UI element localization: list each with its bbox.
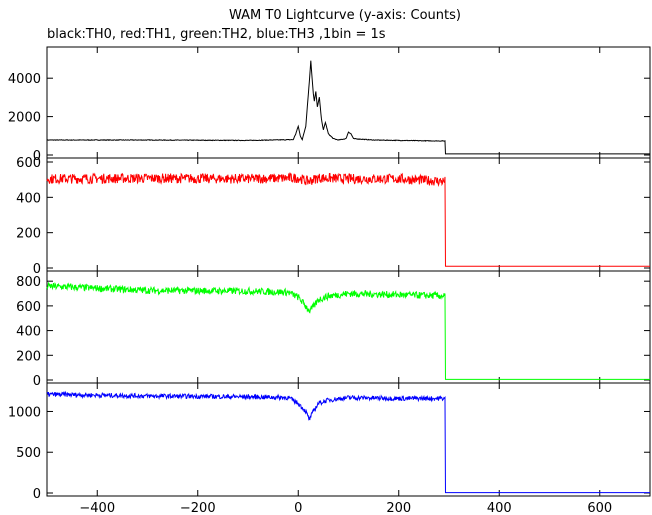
series-line-TH2 bbox=[46, 281, 650, 380]
y-tick-label-TH3: 1000 bbox=[8, 405, 41, 420]
x-tick-label: 400 bbox=[487, 501, 512, 515]
panel-frame-TH0 bbox=[46, 46, 651, 159]
y-tick-label-TH2: 200 bbox=[16, 349, 41, 364]
x-tick-label: 0 bbox=[294, 501, 302, 515]
y-tick-label-TH3: 500 bbox=[16, 446, 41, 461]
y-tick-label-TH1: 200 bbox=[16, 227, 41, 242]
chart-subtitle: black:TH0, red:TH1, green:TH2, blue:TH3 … bbox=[47, 27, 386, 42]
y-tick-label-TH0: 0 bbox=[33, 149, 41, 164]
y-tick-label-TH1: 600 bbox=[16, 156, 41, 171]
chart-title: WAM T0 Lightcurve (y-axis: Counts) bbox=[229, 8, 461, 23]
x-tick-label: 600 bbox=[587, 501, 612, 515]
panel-frame-TH3 bbox=[46, 382, 651, 497]
y-tick-label-TH0: 4000 bbox=[8, 72, 41, 87]
series-line-TH0 bbox=[46, 60, 650, 155]
x-tick-label: −200 bbox=[180, 501, 216, 515]
x-tick-label: 200 bbox=[386, 501, 411, 515]
y-tick-label-TH2: 0 bbox=[33, 374, 41, 389]
y-tick-label-TH3: 0 bbox=[33, 487, 41, 502]
series-line-TH1 bbox=[46, 172, 650, 267]
x-tick-label: −400 bbox=[79, 501, 115, 515]
y-tick-label-TH2: 400 bbox=[16, 325, 41, 340]
y-tick-label-TH2: 600 bbox=[16, 300, 41, 315]
y-tick-label-TH1: 400 bbox=[16, 191, 41, 206]
y-tick-label-TH2: 800 bbox=[16, 275, 41, 290]
y-tick-label-TH0: 2000 bbox=[8, 111, 41, 126]
series-line-TH3 bbox=[46, 390, 650, 494]
y-tick-label-TH1: 0 bbox=[33, 262, 41, 277]
